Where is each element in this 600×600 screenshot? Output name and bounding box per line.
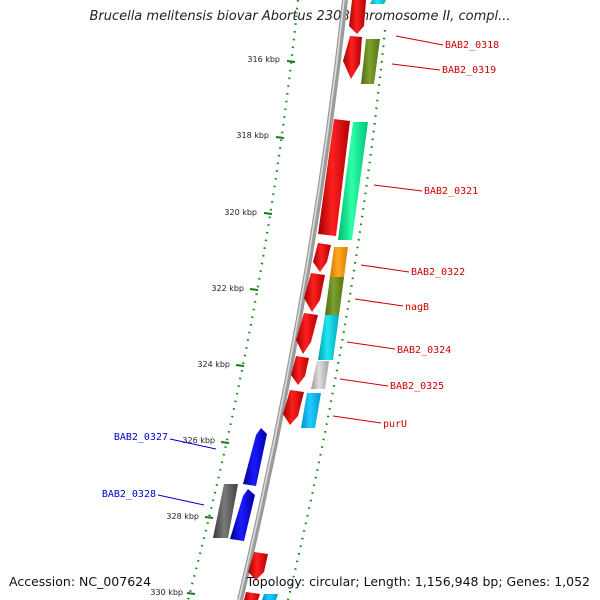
cog-bab2-0330 <box>262 594 278 600</box>
tick-label: 320 kbp <box>224 208 257 217</box>
gene-label-text[interactable]: BAB2_0322 <box>411 267 465 278</box>
tick-322kbp: 322 kbp <box>211 284 259 293</box>
tick-326kbp: 326 kbp <box>182 436 230 445</box>
tick-318kbp: 318 kbp <box>236 131 285 140</box>
cds-bab2-0324 <box>296 313 318 354</box>
tick-label: 328 kbp <box>166 512 199 521</box>
gene-label-nagB[interactable]: nagB <box>354 298 429 313</box>
gene-label-bab2-0319[interactable]: BAB2_0319 <box>391 63 496 76</box>
cog-bab2-0325 <box>311 361 329 389</box>
gene-label-text[interactable]: purU <box>383 419 407 430</box>
tick-328kbp: 328 kbp <box>166 512 214 521</box>
gene-label-bab2-0321[interactable]: BAB2_0321 <box>373 184 478 197</box>
cds-bab2-0319 <box>343 36 362 79</box>
gene-label-bab2-0318[interactable]: BAB2_0318 <box>395 35 499 51</box>
accession-text: Accession: NC_007624 <box>9 574 152 589</box>
gene-label-purU[interactable]: purU <box>332 415 407 430</box>
gene-label-text[interactable]: BAB2_0327 <box>114 432 168 443</box>
gene-label-text[interactable]: BAB2_0321 <box>424 186 478 197</box>
gene-label-text[interactable]: BAB2_0318 <box>445 40 499 51</box>
genome-backbone <box>237 0 348 600</box>
gene-label-bab2-0328[interactable]: BAB2_0328 <box>102 489 205 506</box>
tick-330kbp: 330 kbp <box>150 588 196 597</box>
gene-label-bab2-0325[interactable]: BAB2_0325 <box>339 378 444 392</box>
gene-label-bab2-0327[interactable]: BAB2_0327 <box>114 432 217 450</box>
tick-label: 318 kbp <box>236 131 269 140</box>
tick-324kbp: 324 kbp <box>197 360 245 369</box>
cds-purU <box>283 390 304 425</box>
gene-label-text[interactable]: BAB2_0324 <box>397 345 451 356</box>
gene-label-bab2-0322[interactable]: BAB2_0322 <box>360 264 465 278</box>
genome-backbone-highlight <box>238 0 345 600</box>
cds-bab2-0325 <box>291 356 309 385</box>
cog-purU <box>301 393 321 428</box>
cds-bab2-0321 <box>318 119 350 236</box>
gene-label-text[interactable]: BAB2_0328 <box>102 489 156 500</box>
gene-label-text[interactable]: BAB2_0319 <box>442 65 496 76</box>
gene-label-text[interactable]: BAB2_0325 <box>390 381 444 392</box>
cds-nagB <box>304 273 325 312</box>
cog-bab2-0318 <box>370 0 386 4</box>
tick-316kbp: 316 kbp <box>247 55 296 64</box>
cog-bab2-0324 <box>318 315 339 360</box>
gene-label-bab2-0324[interactable]: BAB2_0324 <box>346 341 451 356</box>
map-title: Brucella melitensis biovar Abortus 2308 … <box>89 9 511 24</box>
gene-label-text[interactable]: nagB <box>405 302 429 313</box>
cds-bab2-0327 <box>243 428 267 486</box>
cog-bab2-0321 <box>338 122 368 240</box>
tick-label: 326 kbp <box>182 436 215 445</box>
tick-320kbp: 320 kbp <box>224 208 273 217</box>
gc-skew-track-inner <box>286 29 387 600</box>
cds-bab2-0322 <box>313 243 331 272</box>
tick-label: 316 kbp <box>247 55 280 64</box>
cog-bab2-0328 <box>213 484 238 538</box>
tick-label: 330 kbp <box>150 588 183 597</box>
cog-bab2-0319 <box>361 39 380 84</box>
cds-bab2-0330 <box>244 592 260 600</box>
cds-bab2-0328 <box>230 489 255 541</box>
tick-label: 324 kbp <box>197 360 230 369</box>
genome-summary-text: Topology: circular; Length: 1,156,948 bp… <box>246 574 590 589</box>
ticks-group: 316 kbp 318 kbp 320 kbp 322 kbp 324 kbp … <box>150 55 296 597</box>
cds-bab2-0318 <box>349 0 366 34</box>
cog-nagB <box>325 277 344 315</box>
gene-labels-group: BAB2_0318 BAB2_0319 BAB2_0321 BAB2_0322 … <box>102 35 499 506</box>
cds-bab2-0329 <box>248 552 268 580</box>
cog-bab2-0322 <box>330 247 348 277</box>
tick-label: 322 kbp <box>211 284 244 293</box>
gc-skew-track-outer <box>186 0 300 600</box>
